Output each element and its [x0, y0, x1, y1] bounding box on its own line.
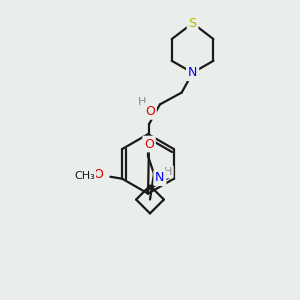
Text: O: O	[94, 168, 103, 181]
Text: O: O	[145, 105, 155, 118]
Text: H: H	[138, 98, 146, 107]
Text: S: S	[189, 17, 196, 30]
Text: H: H	[164, 167, 172, 177]
Text: O: O	[144, 138, 154, 151]
Text: methyl: methyl	[82, 173, 88, 175]
Text: CH₃: CH₃	[74, 171, 95, 181]
Text: N: N	[155, 171, 165, 184]
Text: N: N	[188, 66, 197, 79]
